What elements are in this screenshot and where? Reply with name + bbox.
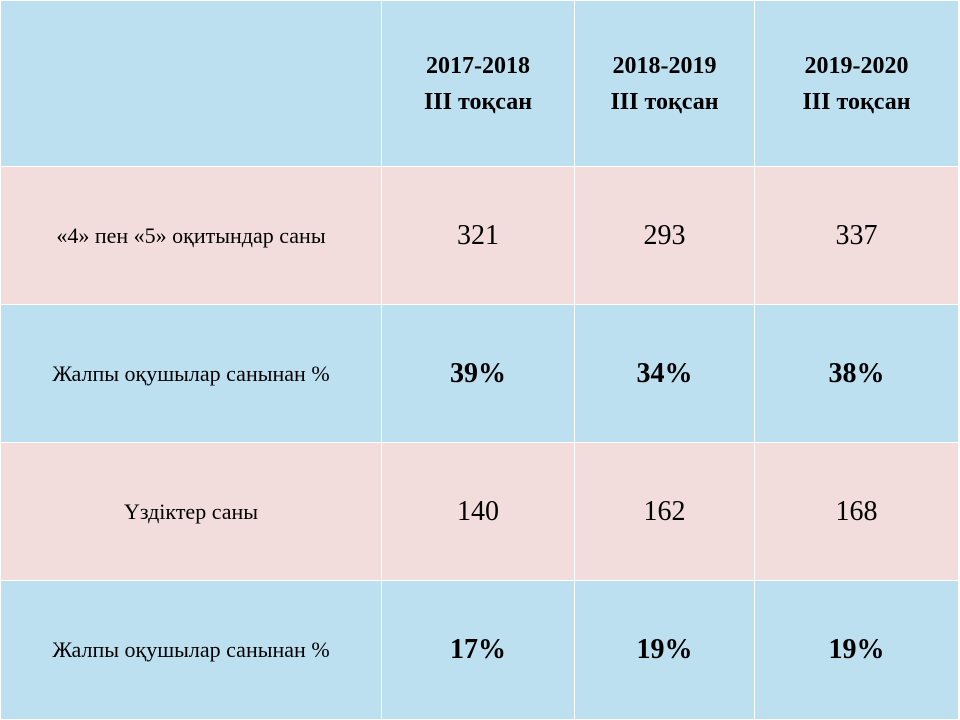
header-term: III тоқсан — [610, 88, 719, 115]
row-label: «4» пен «5» оқитындар саны — [0, 166, 382, 305]
table-row-excellent-students-percent: Жалпы оқушылар санынан % 17% 19% 19% — [0, 580, 959, 720]
header-year: 2019-2020 — [804, 52, 909, 79]
header-year: 2018-2019 — [612, 52, 717, 79]
header-cell-2018-2019: 2018-2019 III тоқсан — [574, 0, 755, 167]
percent-cell: 39% — [381, 304, 575, 443]
table-row-good-students-count: «4» пен «5» оқитындар саны 321 293 337 — [0, 166, 959, 305]
percent-cell: 19% — [574, 580, 755, 720]
row-label: Жалпы оқушылар санынан % — [0, 304, 382, 443]
value-cell: 321 — [381, 166, 575, 305]
header-term: III тоқсан — [802, 88, 911, 115]
percent-cell: 19% — [754, 580, 959, 720]
value-cell: 337 — [754, 166, 959, 305]
header-row: 2017-2018 III тоқсан 2018-2019 III тоқса… — [0, 0, 959, 167]
percent-cell: 38% — [754, 304, 959, 443]
header-cell-2017-2018: 2017-2018 III тоқсан — [381, 0, 575, 167]
value-cell: 140 — [381, 442, 575, 581]
percent-cell: 34% — [574, 304, 755, 443]
row-label: Үздіктер саны — [0, 442, 382, 581]
percent-cell: 17% — [381, 580, 575, 720]
row-label: Жалпы оқушылар санынан % — [0, 580, 382, 720]
table-row-good-students-percent: Жалпы оқушылар санынан % 39% 34% 38% — [0, 304, 959, 443]
value-cell: 168 — [754, 442, 959, 581]
header-corner-cell — [0, 0, 382, 167]
value-cell: 162 — [574, 442, 755, 581]
header-cell-2019-2020: 2019-2020 III тоқсан — [754, 0, 959, 167]
table-row-excellent-students-count: Үздіктер саны 140 162 168 — [0, 442, 959, 581]
header-term: III тоқсан — [423, 88, 533, 115]
header-year: 2017-2018 — [426, 52, 530, 79]
value-cell: 293 — [574, 166, 755, 305]
